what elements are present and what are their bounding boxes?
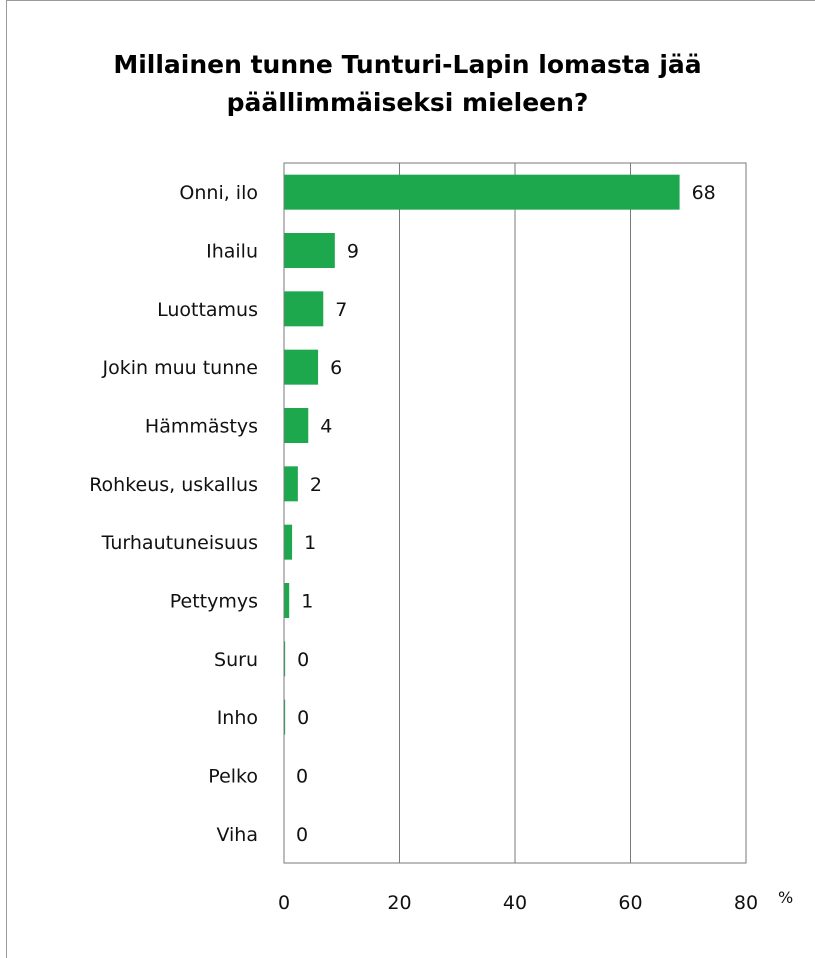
chart-title-line-2: päällimmäiseksi mieleen? [226,88,589,117]
x-tick-labels: 0 20 40 60 80 [278,892,758,914]
category-label: Luottamus [157,299,258,321]
bar [284,699,286,735]
bar [284,583,290,618]
value-label: 0 [297,707,309,729]
x-tick-label: 80 [734,892,758,914]
value-label: 2 [310,474,322,496]
bar [284,174,680,210]
x-tick-label: 20 [387,892,411,914]
x-unit-label: % [778,888,793,907]
category-label: Ihailu [206,241,258,263]
chart-title-line-1: Millainen tunne Tunturi-Lapin lomasta jä… [113,50,702,79]
x-tick-label: 0 [278,892,290,914]
plot-area-border [283,162,747,864]
value-label: 7 [335,299,347,321]
value-label: 0 [296,766,308,788]
bar [284,524,293,560]
value-label: 6 [330,357,342,379]
category-label: Inho [217,707,258,729]
value-label: 1 [301,591,313,613]
value-label: 0 [296,824,308,846]
bars [284,174,680,735]
category-label: Onni, ilo [179,182,258,204]
category-label: Hämmästys [145,416,258,438]
value-label: 0 [297,649,309,671]
gridlines [399,163,631,863]
bar [284,408,309,443]
value-labels: 68 9 7 6 4 2 1 1 0 0 0 0 [296,182,716,846]
value-label: 9 [347,241,359,263]
category-label: Rohkeus, uskallus [89,474,258,496]
category-label: Viha [216,824,258,846]
category-label: Pettymys [170,591,258,613]
value-label: 4 [320,416,332,438]
category-label: Suru [214,649,258,671]
value-label: 68 [692,182,716,204]
bar [284,466,298,502]
bar [284,641,286,677]
value-label: 1 [304,532,316,554]
chart-frame [6,0,815,958]
x-tick-label: 60 [618,892,642,914]
category-label: Turhautuneisuus [101,532,258,554]
category-labels: Onni, ilo Ihailu Luottamus Jokin muu tunne H… [89,182,258,846]
x-tick-label: 40 [503,892,527,914]
bar [284,291,324,327]
category-label: Jokin muu tunne [102,357,259,379]
category-label: Pelko [208,766,258,788]
bar [284,349,319,385]
chart-title: Millainen tunne Tunturi-Lapin lomasta jä… [0,46,815,122]
bar [284,233,335,268]
